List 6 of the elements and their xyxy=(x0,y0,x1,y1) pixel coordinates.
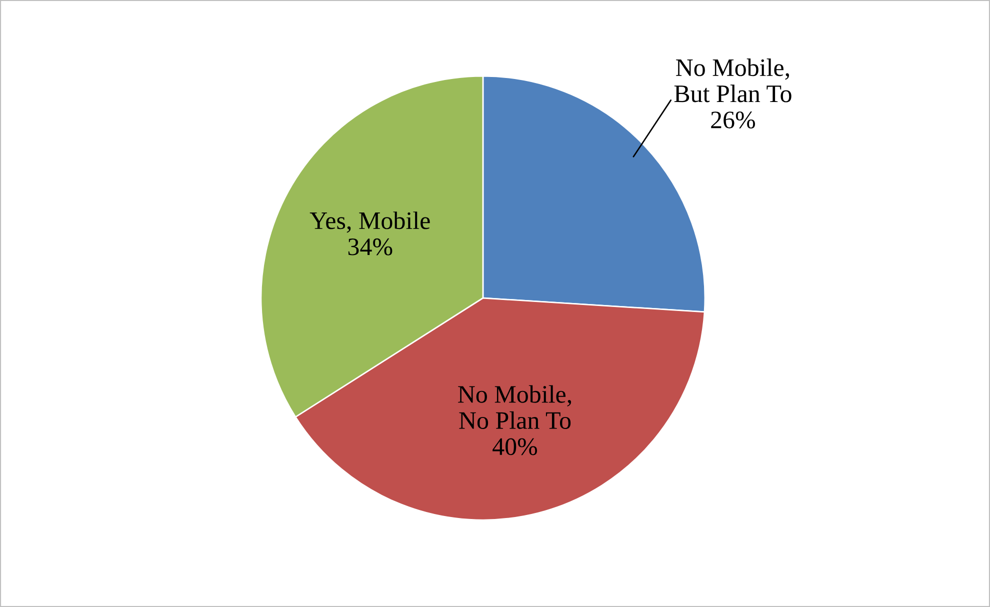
slice-label: No Mobile, But Plan To xyxy=(674,58,792,102)
data-label: 40% xyxy=(492,438,538,456)
data-label: 26% xyxy=(711,112,756,128)
data-label: 34% xyxy=(348,238,392,256)
slice-label: No Mobile, No Plan To xyxy=(458,385,572,429)
slice-label: Yes, Mobile xyxy=(310,212,430,233)
